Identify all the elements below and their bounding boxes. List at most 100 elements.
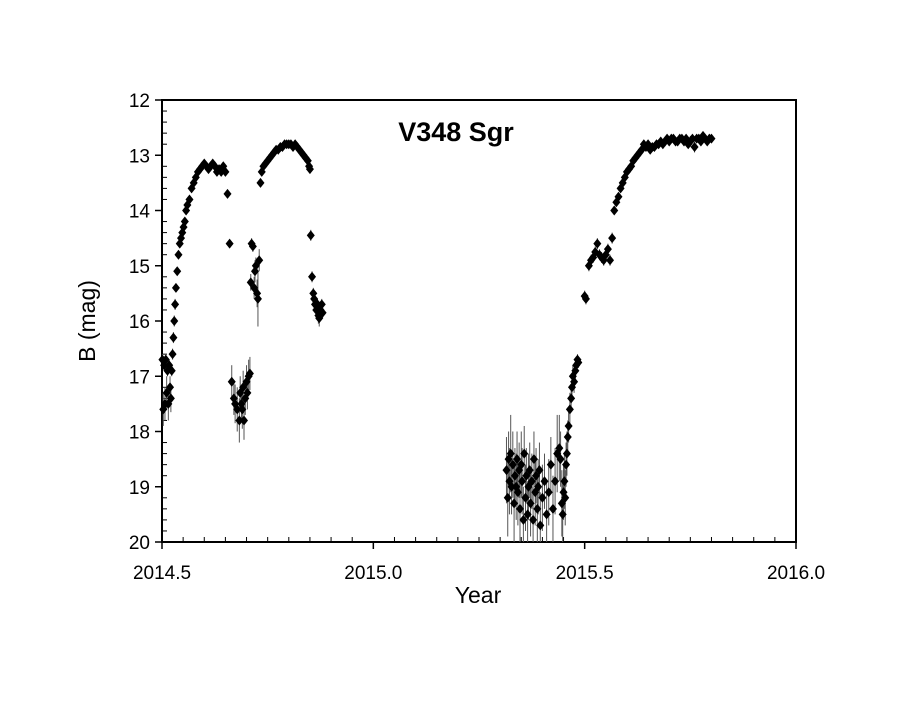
data-point xyxy=(306,230,315,241)
data-point xyxy=(233,404,242,415)
data-point xyxy=(564,420,573,431)
data-point xyxy=(521,492,530,503)
data-point xyxy=(318,307,327,318)
data-point xyxy=(527,476,536,487)
data-point xyxy=(168,349,177,360)
x-tick-label: 2016.0 xyxy=(767,563,825,584)
y-axis-ticks: 12 13 14 15 16 17 18 19 20 xyxy=(129,91,167,554)
data-point xyxy=(171,299,180,310)
data-point xyxy=(239,415,248,426)
data-point xyxy=(690,141,699,152)
data-point xyxy=(535,465,544,476)
data-point xyxy=(507,481,516,492)
y-tick-label: 16 xyxy=(129,312,150,333)
data-point xyxy=(167,365,176,376)
data-point xyxy=(255,255,264,266)
data-point xyxy=(517,459,526,470)
data-point xyxy=(560,476,569,487)
data-point xyxy=(688,133,697,144)
data-point xyxy=(519,514,528,525)
data-point xyxy=(581,293,590,304)
data-point xyxy=(510,470,519,481)
data-point xyxy=(574,357,583,368)
x-tick-label: 2014.5 xyxy=(133,563,191,584)
data-point xyxy=(515,503,524,514)
data-point xyxy=(223,188,232,199)
data-point xyxy=(166,382,175,393)
data-point xyxy=(614,191,623,202)
y-axis-title: B (mag) xyxy=(74,280,100,362)
y-tick-label: 15 xyxy=(129,257,150,278)
plot-frame xyxy=(161,99,797,543)
data-point xyxy=(525,465,534,476)
data-point xyxy=(243,387,252,398)
data-point xyxy=(180,216,189,227)
data-point xyxy=(562,459,571,470)
data-point xyxy=(534,481,543,492)
data-point xyxy=(225,238,234,249)
data-point xyxy=(170,316,179,326)
data-point xyxy=(546,459,555,470)
data-point xyxy=(529,514,538,525)
data-point xyxy=(563,432,572,443)
data-point xyxy=(595,249,604,260)
y-tick-label: 13 xyxy=(129,146,150,167)
data-point xyxy=(506,448,515,459)
data-point xyxy=(562,448,571,459)
data-point xyxy=(503,492,512,503)
data-point xyxy=(603,244,612,255)
y-tick-label: 20 xyxy=(129,533,150,554)
data-point xyxy=(523,509,532,520)
data-point xyxy=(540,476,549,487)
data-point xyxy=(570,376,579,387)
x-axis-ticks: 2014.5 2015.0 2015.5 2016.0 xyxy=(133,537,825,584)
data-point xyxy=(185,194,194,205)
data-point xyxy=(256,177,265,188)
data-point xyxy=(610,205,619,216)
data-point xyxy=(529,454,538,465)
data-point xyxy=(248,241,257,252)
y-tick-label: 12 xyxy=(129,91,150,112)
data-point xyxy=(593,238,602,249)
y-tick-label: 19 xyxy=(129,478,150,499)
data-point xyxy=(245,368,254,379)
data-point xyxy=(606,255,615,266)
data-point xyxy=(555,443,564,454)
data-point xyxy=(526,498,535,509)
data-point xyxy=(608,233,617,244)
data-point xyxy=(548,503,557,514)
data-point xyxy=(520,448,529,459)
data-point xyxy=(253,293,262,304)
data-point xyxy=(565,404,574,415)
y-tick-label: 17 xyxy=(129,367,150,388)
data-point xyxy=(536,520,545,531)
data-point xyxy=(235,415,244,426)
data-point xyxy=(561,492,570,503)
data-point xyxy=(558,509,567,520)
data-point xyxy=(227,376,236,387)
y-tick-label: 14 xyxy=(129,202,151,223)
x-tick-label: 2015.5 xyxy=(556,563,614,584)
data-point xyxy=(508,459,517,470)
data-point xyxy=(305,164,314,175)
data-point xyxy=(317,299,326,310)
data-markers xyxy=(158,130,716,531)
data-point xyxy=(238,404,247,415)
data-point xyxy=(308,271,317,282)
x-axis-title: Year xyxy=(455,582,502,608)
data-point xyxy=(174,249,183,260)
data-point xyxy=(221,166,230,177)
data-point xyxy=(513,487,522,498)
plot-area xyxy=(161,99,797,543)
data-point xyxy=(707,133,716,144)
data-point xyxy=(533,503,542,514)
data-point xyxy=(538,492,547,503)
data-point xyxy=(171,282,180,293)
data-point xyxy=(556,454,565,465)
data-point xyxy=(551,476,560,487)
data-point xyxy=(502,465,511,476)
data-point xyxy=(513,454,522,465)
data-point xyxy=(510,498,519,509)
data-point xyxy=(169,332,178,343)
